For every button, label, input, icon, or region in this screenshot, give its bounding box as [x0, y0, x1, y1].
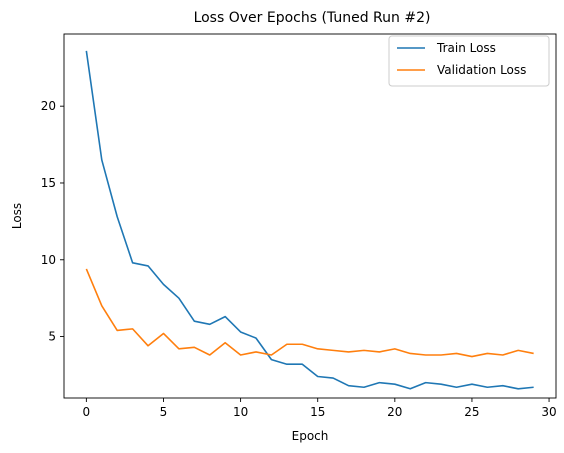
y-tick-label: 10 [41, 253, 56, 267]
x-tick-label: 25 [464, 405, 479, 419]
x-axis-label: Epoch [292, 429, 329, 443]
series-line-train-loss [85, 50, 534, 390]
series-layer [85, 50, 534, 390]
y-tick-label: 5 [48, 330, 56, 344]
x-tick-label: 0 [83, 405, 91, 419]
plot-frame [63, 33, 557, 399]
x-tick-label: 30 [541, 405, 556, 419]
x-axis-ticks: 0 5 10 15 20 25 30 [83, 398, 557, 419]
chart-title: Loss Over Epochs (Tuned Run #2) [194, 10, 431, 26]
y-tick-label: 15 [41, 176, 56, 190]
x-tick-label: 15 [310, 405, 325, 419]
legend-entries: Train Loss Validation Loss [397, 41, 526, 77]
legend: Train Loss Validation Loss [388, 35, 550, 87]
x-tick-label: 20 [387, 405, 402, 419]
legend-label-validation-loss: Validation Loss [437, 63, 526, 77]
y-tick-label: 20 [41, 99, 56, 113]
legend-label-train-loss: Train Loss [436, 41, 496, 55]
series-line-validation-loss [85, 268, 534, 358]
y-axis-ticks: 5 10 15 20 [41, 99, 64, 344]
legend-box [388, 35, 550, 87]
x-tick-label: 10 [233, 405, 248, 419]
y-axis-label: Loss [10, 203, 24, 229]
x-tick-label: 5 [160, 405, 168, 419]
plot-area: 0 5 10 15 20 25 30 5 10 15 20 [41, 33, 557, 419]
